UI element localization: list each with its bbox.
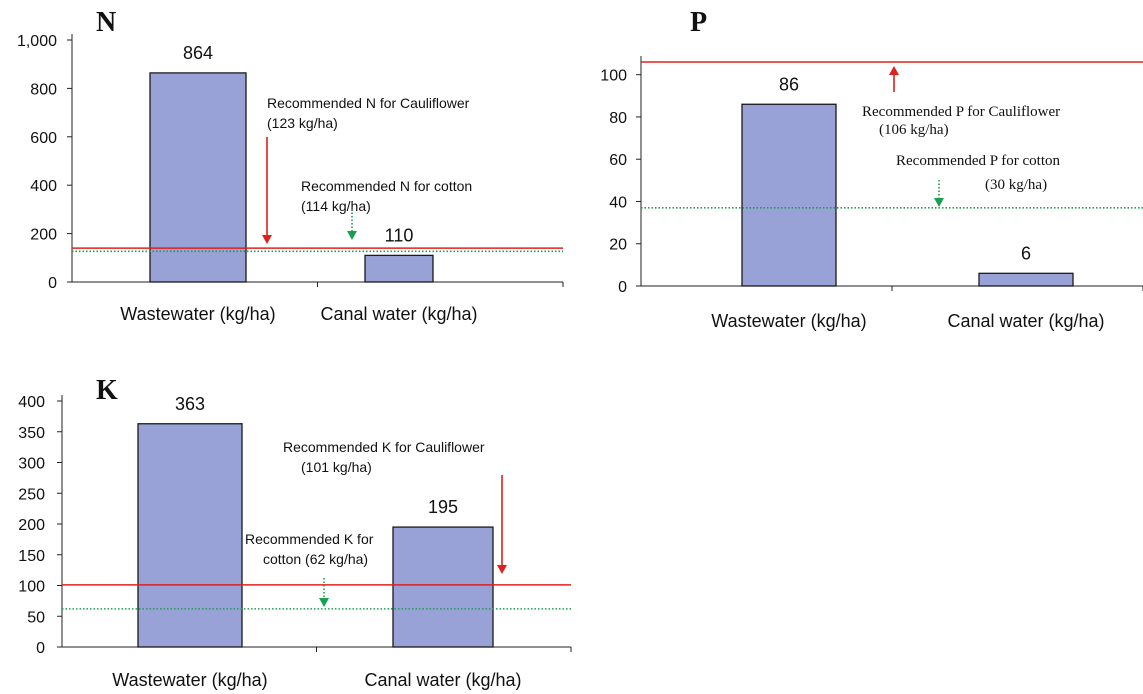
y-tick-label: 400: [18, 394, 45, 411]
bar: [364, 254, 434, 283]
category-label: Canal water (kg/ha): [364, 670, 521, 690]
y-tick-label: 800: [30, 81, 57, 98]
bar: [137, 423, 243, 648]
annotation-cauliflower-line2: (123 kg/ha): [267, 115, 338, 131]
panel-letter: N: [96, 7, 116, 38]
bar: [149, 72, 247, 283]
arrow-cotton-head: [319, 598, 329, 607]
annotation-cauliflower-line1: Recommended P for Cauliflower: [862, 104, 1060, 120]
y-tick-label: 50: [27, 609, 45, 626]
bar-value-label: 86: [779, 74, 799, 94]
annotation-cauliflower-line2: (106 kg/ha): [879, 122, 949, 138]
chart-panel-k: K Recommended K for Cauliflower (101 kg/…: [18, 375, 572, 690]
y-tick-label: 300: [18, 456, 45, 473]
y-tick-label: 200: [18, 517, 45, 534]
panel-letter: K: [96, 375, 118, 406]
y-tick-label: 400: [30, 178, 57, 195]
category-label: Canal water (kg/ha): [947, 311, 1104, 331]
bar: [392, 526, 494, 648]
bar-value-label: 6: [1021, 243, 1031, 263]
y-tick-label: 100: [18, 579, 45, 596]
bar-value-label: 864: [183, 43, 213, 63]
bar: [741, 103, 837, 287]
arrow-cauliflower-head: [497, 565, 507, 574]
bar-value-label: 195: [428, 497, 458, 517]
category-label: Canal water (kg/ha): [320, 304, 477, 324]
y-tick-label: 150: [18, 548, 45, 565]
arrow-cauliflower-head: [889, 66, 899, 75]
annotation-cotton-line1: Recommended N for cotton: [301, 178, 472, 194]
chart-panel-n: N Recommended N for Cauliflower (123 kg/…: [17, 7, 564, 324]
bar-value-label: 110: [385, 225, 414, 245]
category-label: Wastewater (kg/ha): [711, 311, 866, 331]
category-label: Wastewater (kg/ha): [120, 304, 275, 324]
y-tick-label: 100: [600, 68, 627, 85]
category-label: Wastewater (kg/ha): [112, 670, 267, 690]
y-tick-label: 60: [609, 152, 627, 169]
y-tick-label: 200: [30, 227, 57, 244]
y-tick-label: 350: [18, 425, 45, 442]
arrow-cotton-head: [347, 231, 357, 240]
bar-value-label: 363: [175, 394, 205, 414]
annotation-cotton-line1: Recommended K for: [245, 531, 374, 547]
y-tick-label: 1,000: [17, 33, 57, 50]
y-tick-label: 20: [609, 237, 627, 254]
annotation-cotton-line2: cotton (62 kg/ha): [263, 551, 368, 567]
chart-panel-p: P Recommended P for Cauliflower (106 kg/…: [600, 7, 1143, 331]
y-tick-label: 0: [48, 275, 57, 292]
y-tick-label: 600: [30, 130, 57, 147]
y-tick-label: 0: [36, 640, 45, 657]
panel-letter: P: [690, 7, 707, 38]
y-tick-label: 0: [618, 279, 627, 296]
bar: [978, 272, 1074, 287]
arrow-cotton-head: [934, 198, 944, 207]
y-tick-label: 80: [609, 110, 627, 127]
y-tick-label: 250: [18, 486, 45, 503]
annotation-cotton-line2: (114 kg/ha): [301, 198, 371, 214]
annotation-cotton-line1: Recommended P for cotton: [896, 153, 1060, 169]
arrow-cauliflower-head: [262, 235, 272, 244]
y-tick-label: 40: [609, 194, 627, 211]
annotation-cauliflower-line2: (101 kg/ha): [301, 459, 372, 475]
annotation-cotton-line2: (30 kg/ha): [985, 177, 1047, 193]
annotation-cauliflower-line1: Recommended K for Cauliflower: [283, 439, 485, 455]
annotation-cauliflower-line1: Recommended N for Cauliflower: [267, 95, 470, 111]
